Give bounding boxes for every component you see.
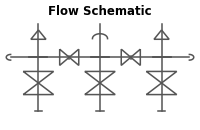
Text: Flow Schematic: Flow Schematic [48, 5, 152, 18]
